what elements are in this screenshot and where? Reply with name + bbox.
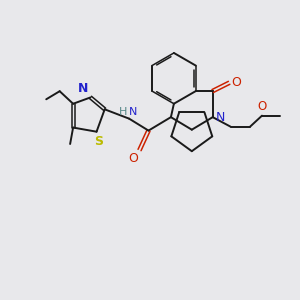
Text: N: N <box>129 106 137 117</box>
Text: O: O <box>128 152 138 165</box>
Text: O: O <box>257 100 267 113</box>
Text: H: H <box>119 106 128 117</box>
Text: S: S <box>94 135 103 148</box>
Text: O: O <box>232 76 242 89</box>
Text: N: N <box>78 82 88 95</box>
Text: N: N <box>216 111 225 124</box>
